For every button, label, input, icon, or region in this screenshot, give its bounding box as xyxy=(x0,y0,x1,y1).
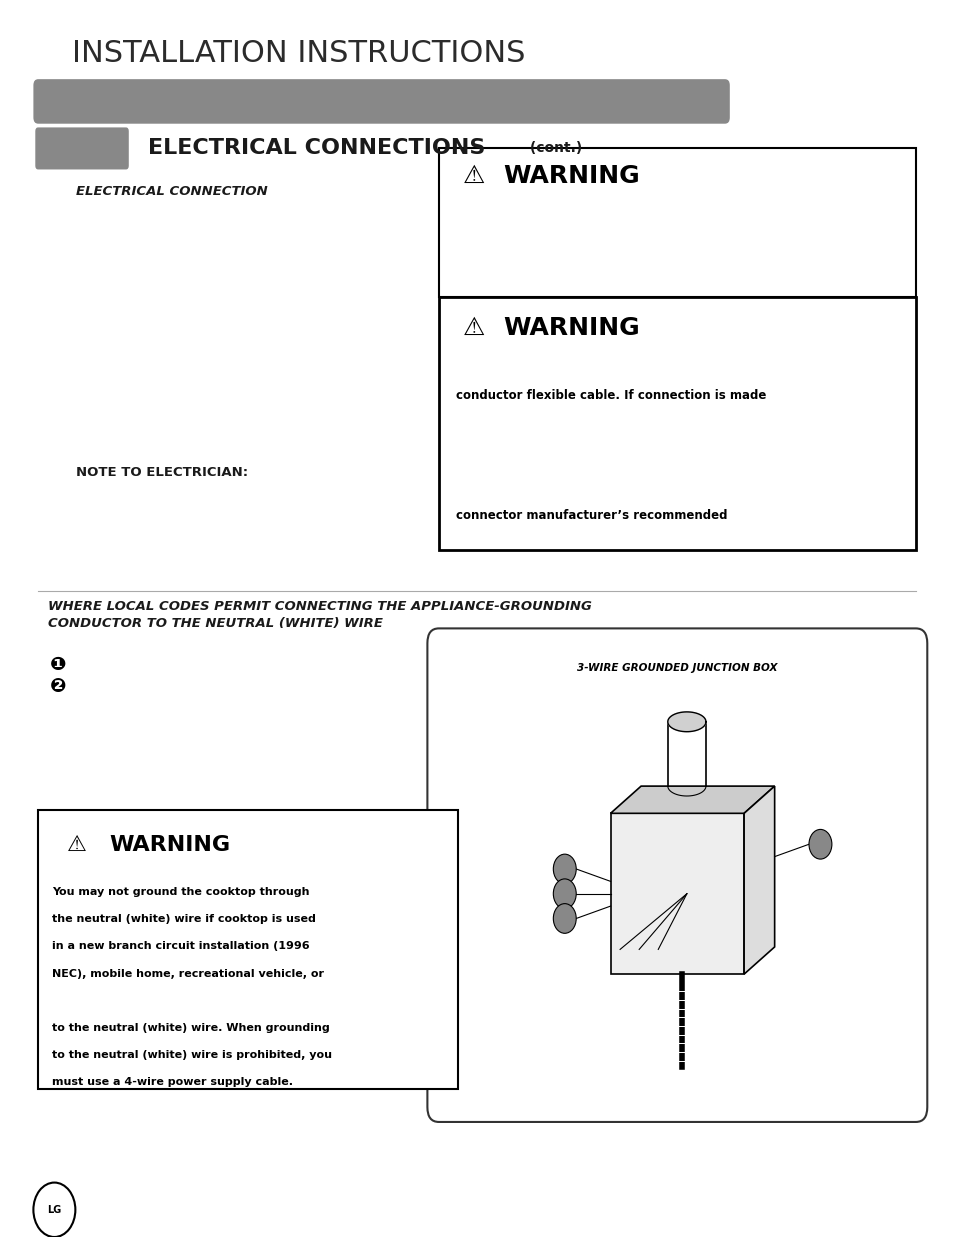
FancyBboxPatch shape xyxy=(35,127,129,169)
Text: NOTE TO ELECTRICIAN:: NOTE TO ELECTRICIAN: xyxy=(76,466,248,479)
FancyBboxPatch shape xyxy=(33,79,729,124)
Text: WARNING: WARNING xyxy=(503,315,639,340)
Circle shape xyxy=(553,878,576,908)
Text: INSTALLATION INSTRUCTIONS: INSTALLATION INSTRUCTIONS xyxy=(71,40,524,68)
Text: ⚠: ⚠ xyxy=(462,163,484,188)
Text: 3-WIRE GROUNDED JUNCTION BOX: 3-WIRE GROUNDED JUNCTION BOX xyxy=(577,663,777,673)
Circle shape xyxy=(553,854,576,883)
Text: ❷: ❷ xyxy=(50,677,66,696)
Text: to the neutral (white) wire is prohibited, you: to the neutral (white) wire is prohibite… xyxy=(52,1050,333,1060)
Circle shape xyxy=(808,830,831,858)
Text: ⚠: ⚠ xyxy=(462,315,484,340)
Text: (cont.): (cont.) xyxy=(524,141,581,156)
Text: must use a 4-wire power supply cable.: must use a 4-wire power supply cable. xyxy=(52,1077,294,1087)
Bar xyxy=(38,810,457,1089)
Circle shape xyxy=(553,903,576,933)
Text: WARNING: WARNING xyxy=(110,835,231,855)
Bar xyxy=(438,297,915,550)
Polygon shape xyxy=(610,787,774,814)
Text: connector manufacturer’s recommended: connector manufacturer’s recommended xyxy=(456,510,727,522)
Text: ELECTRICAL CONNECTIONS: ELECTRICAL CONNECTIONS xyxy=(148,139,485,158)
Text: You may not ground the cooktop through: You may not ground the cooktop through xyxy=(52,887,310,897)
Text: in a new branch circuit installation (1996: in a new branch circuit installation (19… xyxy=(52,941,310,951)
Text: WHERE LOCAL CODES PERMIT CONNECTING THE APPLIANCE-GROUNDING: WHERE LOCAL CODES PERMIT CONNECTING THE … xyxy=(48,600,591,612)
Text: conductor flexible cable. If connection is made: conductor flexible cable. If connection … xyxy=(456,390,765,402)
Bar xyxy=(438,148,915,297)
Polygon shape xyxy=(610,814,743,975)
Text: ❶: ❶ xyxy=(50,654,66,674)
Text: NEC), mobile home, recreational vehicle, or: NEC), mobile home, recreational vehicle,… xyxy=(52,969,324,978)
Text: ELECTRICAL CONNECTION: ELECTRICAL CONNECTION xyxy=(76,186,268,198)
Text: to the neutral (white) wire. When grounding: to the neutral (white) wire. When ground… xyxy=(52,1023,330,1033)
FancyBboxPatch shape xyxy=(427,628,926,1122)
Text: the neutral (white) wire if cooktop is used: the neutral (white) wire if cooktop is u… xyxy=(52,914,316,924)
Text: WARNING: WARNING xyxy=(503,163,639,188)
Polygon shape xyxy=(667,713,705,731)
Text: LG: LG xyxy=(48,1205,61,1215)
Text: ⚠: ⚠ xyxy=(67,835,87,855)
Polygon shape xyxy=(743,787,774,975)
Text: CONDUCTOR TO THE NEUTRAL (WHITE) WIRE: CONDUCTOR TO THE NEUTRAL (WHITE) WIRE xyxy=(48,617,382,630)
